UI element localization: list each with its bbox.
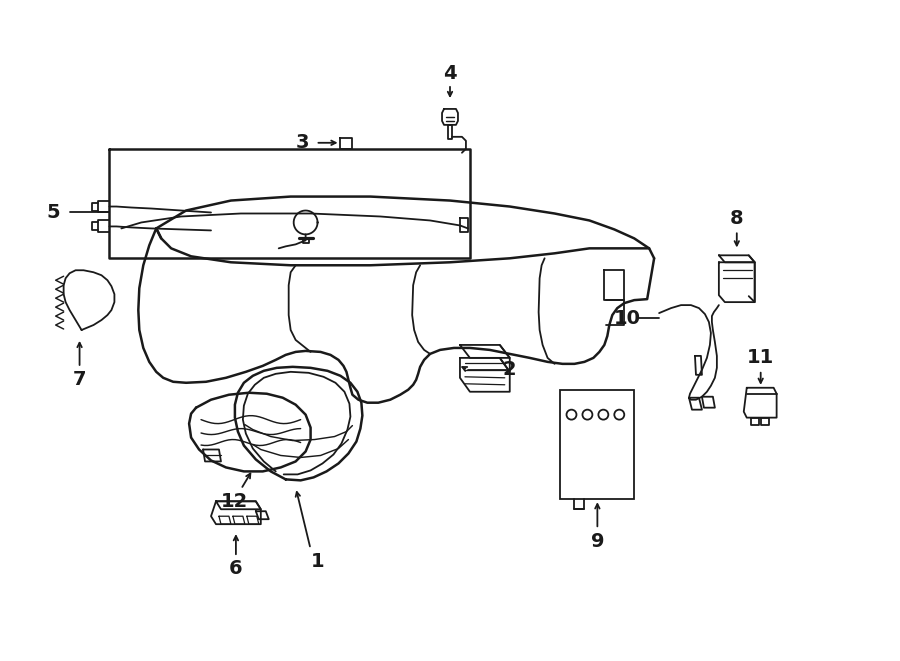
Text: 11: 11 <box>747 348 774 368</box>
Text: 10: 10 <box>614 309 641 328</box>
Text: 6: 6 <box>230 559 243 578</box>
Text: 12: 12 <box>221 492 248 511</box>
Text: 1: 1 <box>310 551 324 570</box>
Text: 8: 8 <box>730 209 743 228</box>
Text: 9: 9 <box>590 531 604 551</box>
Text: 4: 4 <box>443 63 457 83</box>
Text: 3: 3 <box>296 134 310 152</box>
Bar <box>560 390 634 499</box>
Text: 2: 2 <box>503 360 517 379</box>
Text: 7: 7 <box>73 370 86 389</box>
Text: 5: 5 <box>47 203 60 222</box>
